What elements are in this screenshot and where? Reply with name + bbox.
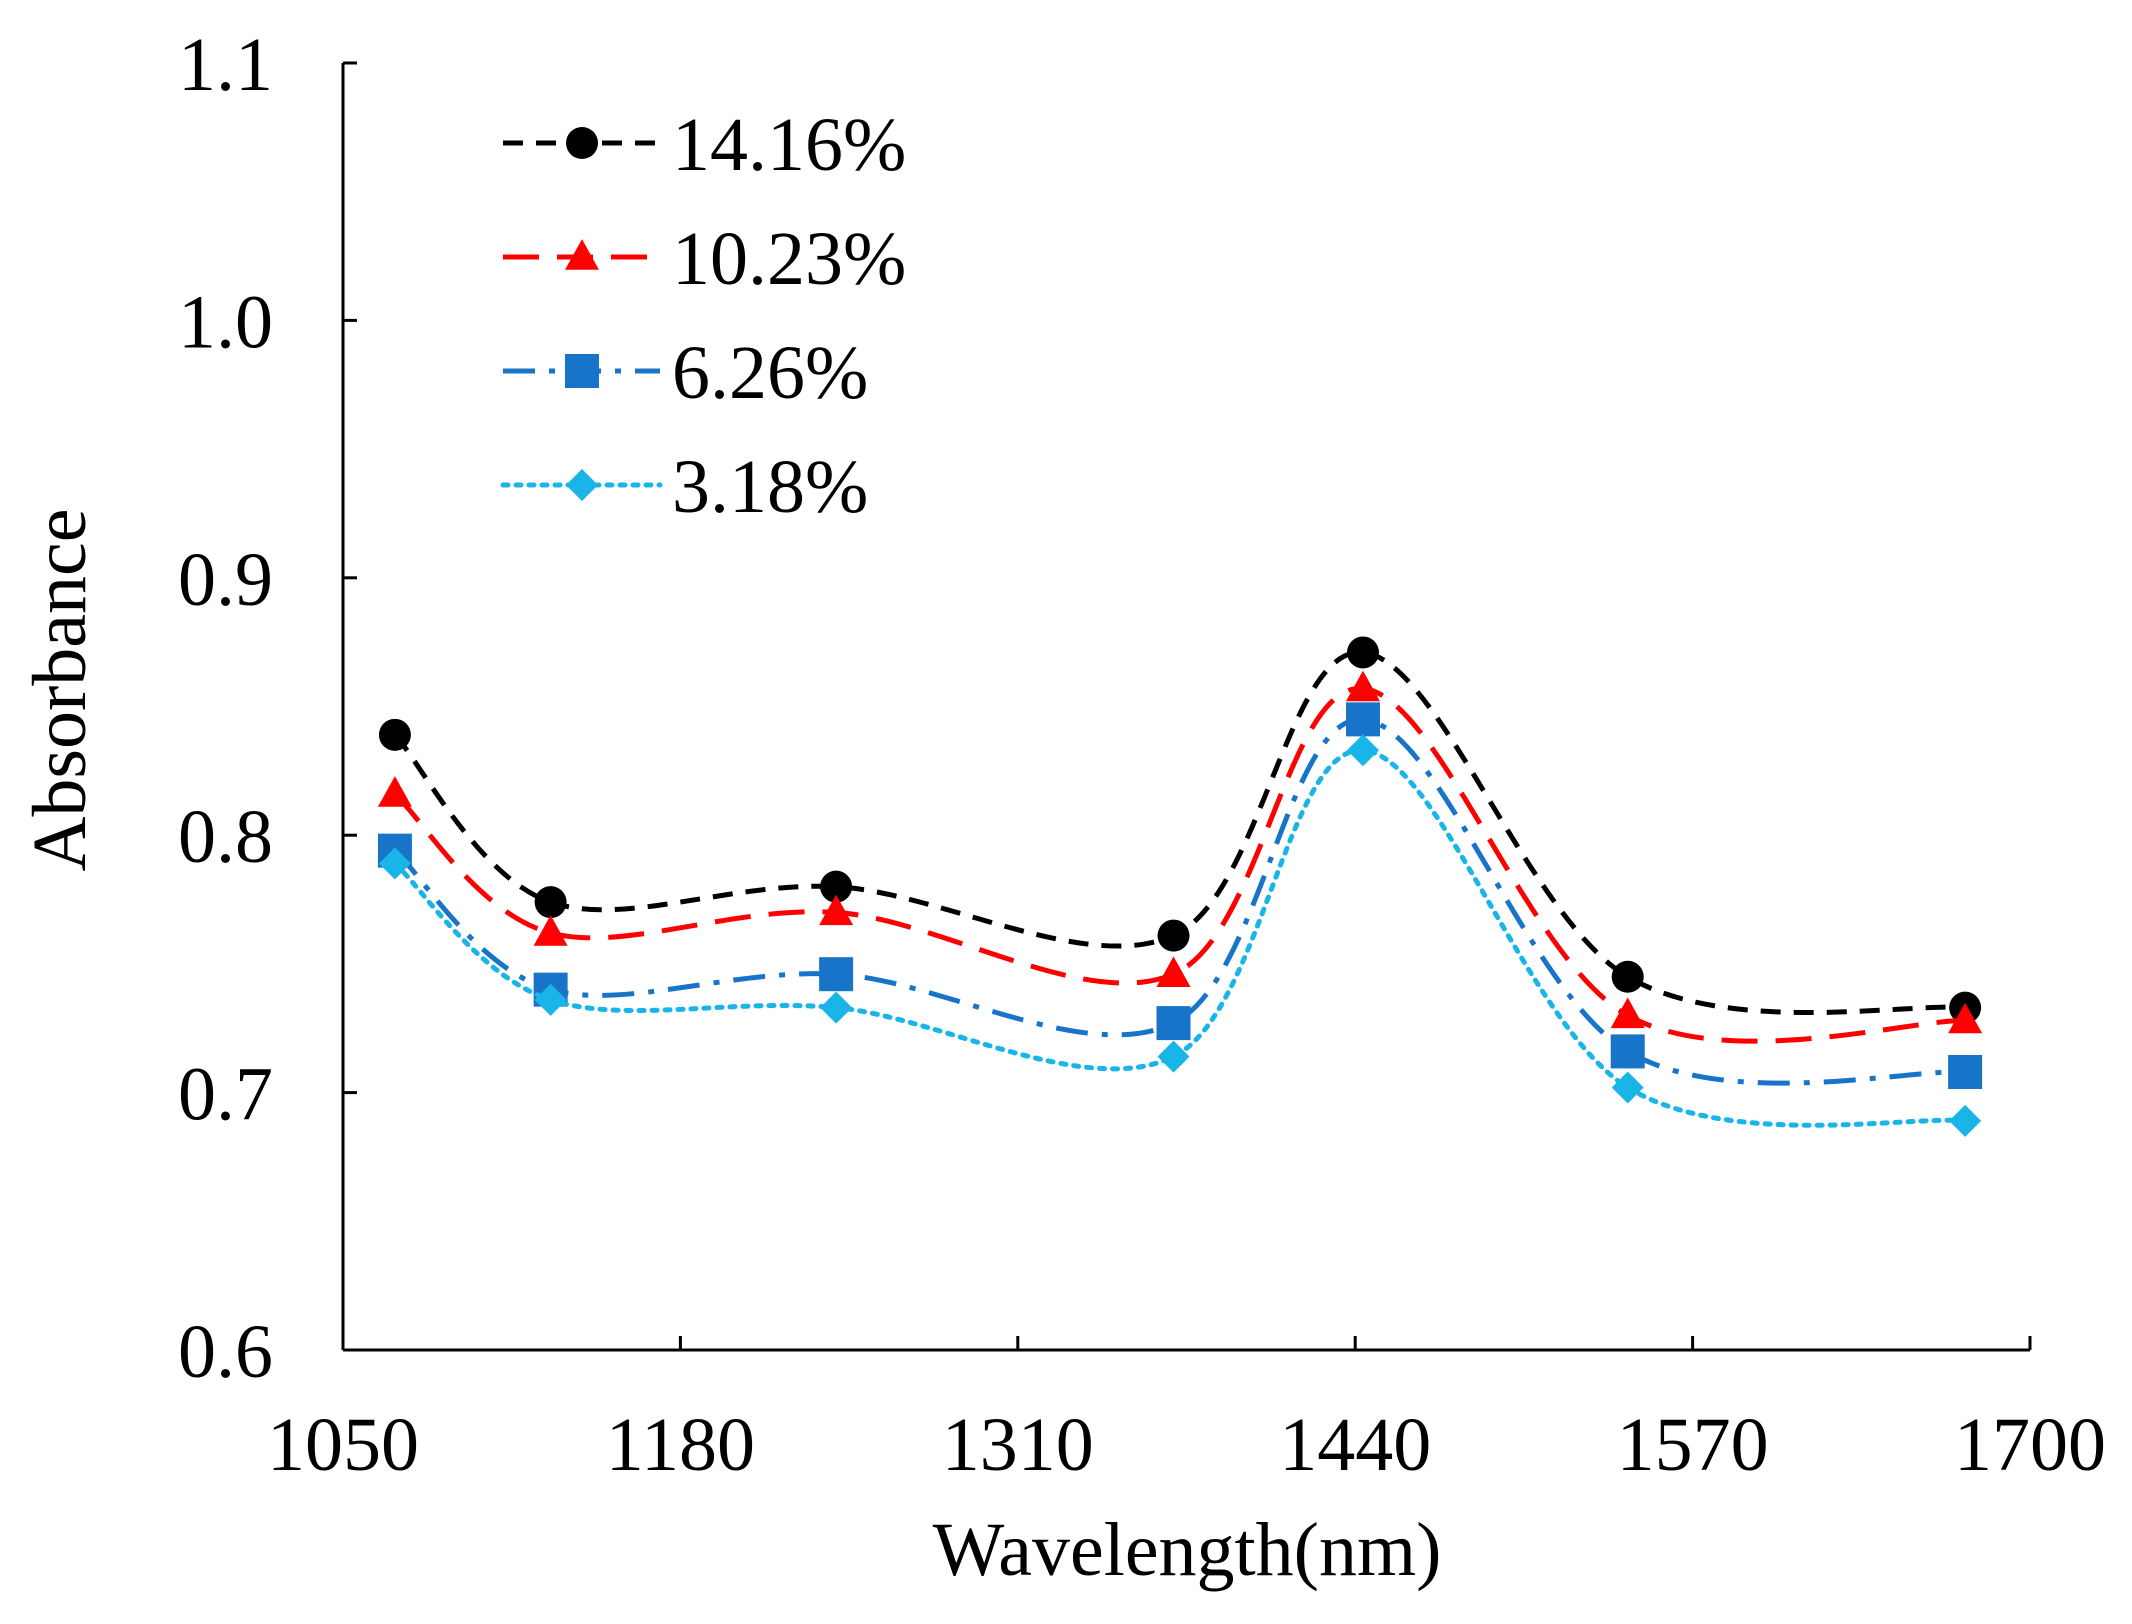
series-1 [377, 670, 1983, 1044]
data-point [1157, 919, 1190, 952]
plot-area [377, 636, 1983, 1137]
data-point [1610, 997, 1645, 1029]
data-point [820, 991, 853, 1024]
legend-marker [566, 469, 598, 501]
data-point [1346, 636, 1379, 669]
legend-label: 14.16% [672, 103, 906, 187]
x-tick-label: 1570 [1617, 1403, 1769, 1487]
legend-label: 10.23% [672, 217, 906, 301]
ticks: 0.6 0.7 0.8 0.9 1.0 1.1 1050 1180 1310 1440 1570 17… [178, 23, 2106, 1487]
data-point [820, 870, 853, 903]
series-3 [378, 734, 1982, 1137]
y-tick-label: 0.8 [178, 795, 273, 879]
legend-marker [566, 127, 598, 159]
x-tick-label: 1700 [1954, 1403, 2106, 1487]
data-point [1156, 956, 1191, 987]
y-tick-label: 0.6 [178, 1310, 273, 1394]
y-axis-title: Absorbance [18, 509, 102, 872]
data-point [1346, 734, 1379, 767]
data-point [819, 894, 854, 926]
legend-item: 6.26% [503, 331, 868, 415]
legend-label: 3.18% [672, 445, 868, 529]
series-2 [377, 702, 1983, 1090]
data-point [1345, 702, 1380, 737]
y-tick-label: 0.9 [178, 538, 273, 622]
data-point [534, 983, 567, 1016]
data-point [378, 847, 411, 880]
data-point [1949, 1104, 1982, 1137]
data-point [533, 915, 568, 946]
x-tick-label: 1310 [942, 1403, 1094, 1487]
y-tick-label: 1.0 [178, 280, 273, 364]
y-tick-label: 1.1 [178, 23, 273, 107]
x-tick-label: 1050 [267, 1403, 419, 1487]
data-point [377, 776, 412, 807]
legend: 14.16% 10.23% 6.26% 3.18% [500, 103, 906, 529]
x-tick-label: 1180 [606, 1403, 755, 1487]
data-point [534, 886, 567, 919]
data-point [1611, 960, 1644, 993]
legend-label: 6.26% [672, 331, 868, 415]
data-point [1345, 670, 1380, 702]
legend-marker [565, 239, 599, 270]
legend-item: 14.16% [503, 103, 906, 187]
data-point [1948, 1002, 1983, 1034]
x-axis-title: Wavelength(nm) [933, 1508, 1442, 1592]
data-point [378, 718, 411, 751]
series-line [393, 685, 1966, 1044]
y-tick-label: 0.7 [178, 1053, 273, 1137]
axes [341, 63, 2030, 1352]
legend-item: 10.23% [503, 217, 906, 301]
series-line [393, 649, 1966, 1015]
legend-item: 3.18% [500, 445, 868, 529]
x-tick-label: 1440 [1279, 1403, 1431, 1487]
data-point [1156, 1006, 1191, 1041]
data-point [1611, 1071, 1644, 1104]
data-point [1157, 1040, 1190, 1073]
data-point [1948, 1055, 1983, 1090]
series-0 [378, 636, 1982, 1024]
data-point [1610, 1034, 1645, 1069]
legend-marker [565, 354, 599, 388]
data-point [819, 957, 854, 992]
